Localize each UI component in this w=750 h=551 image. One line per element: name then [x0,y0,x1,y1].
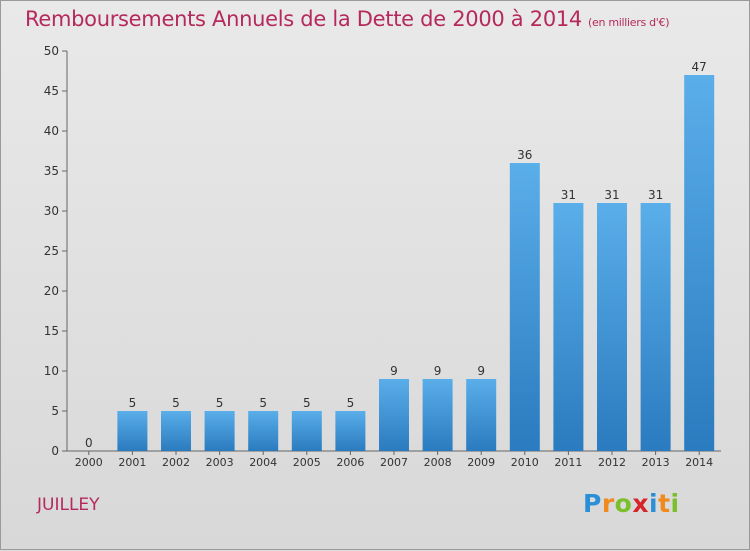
x-tick-label: 2008 [424,456,452,469]
x-tick-label: 2001 [118,456,146,469]
proxiti-logo: Proxiti [583,489,680,518]
value-label: 5 [172,396,180,410]
value-label: 47 [692,60,707,74]
value-label: 5 [303,396,311,410]
y-tick-label: 30 [44,204,59,218]
value-label: 5 [129,396,137,410]
bar [161,411,191,451]
logo-letter: t [658,489,671,518]
y-tick-label: 35 [44,164,59,178]
bar [379,379,409,451]
x-tick-label: 2000 [75,456,103,469]
value-label: 5 [259,396,267,410]
x-tick-label: 2011 [554,456,582,469]
x-tick-label: 2014 [685,456,713,469]
bar [640,203,671,451]
chart-title: Remboursements Annuels de la Dette de 20… [25,7,669,31]
logo-letter: i [670,489,680,518]
bar [291,411,322,451]
value-label: 5 [216,396,224,410]
value-label: 31 [604,188,619,202]
y-tick-label: 25 [44,244,59,258]
x-tick-label: 2003 [206,456,234,469]
x-tick-label: 2009 [467,456,495,469]
x-tick-label: 2005 [293,456,321,469]
bar [204,411,235,451]
x-tick-label: 2004 [249,456,277,469]
bar [466,379,497,451]
y-tick-label: 20 [44,284,59,298]
bar [335,411,366,451]
logo-letter: o [614,489,633,518]
x-tick-label: 2006 [336,456,364,469]
x-tick-label: 2007 [380,456,408,469]
bar [248,411,279,451]
labels: 2000 0 2001 5 2002 5 2003 5 2004 5 2005 5 2006 5 2007 9… [75,60,713,469]
bars [117,75,715,451]
chart-title-text: Remboursements Annuels de la Dette de 20… [25,7,582,31]
bar [553,203,584,451]
y-tick-label: 15 [44,324,59,338]
logo-letter: x [632,489,649,518]
y-tick-label: 45 [44,84,59,98]
commune-name: JUILLEY [37,495,100,515]
bar [597,203,627,451]
x-tick-label: 2002 [162,456,190,469]
value-label: 31 [648,188,663,202]
chart-unit: (en milliers d'€) [588,16,670,29]
value-label: 31 [561,188,576,202]
value-label: 9 [390,364,398,378]
logo-letter: P [583,489,602,518]
logo-letter: i [649,489,659,518]
y-tick-label: 0 [51,444,59,458]
bar [117,411,148,451]
bar [422,379,453,451]
y-tick-label: 50 [44,44,59,58]
y-tick-label: 40 [44,124,59,138]
value-label: 9 [434,364,442,378]
value-label: 9 [477,364,485,378]
value-label: 36 [517,148,532,162]
x-tick-label: 2010 [511,456,539,469]
value-label: 0 [85,436,93,450]
y-tick-label: 10 [44,364,59,378]
x-tick-label: 2013 [642,456,670,469]
logo-letter: r [601,489,615,518]
bar [509,163,540,451]
bar [684,75,715,451]
x-tick-label: 2012 [598,456,626,469]
y-tick-label: 5 [51,404,59,418]
value-label: 5 [347,396,355,410]
